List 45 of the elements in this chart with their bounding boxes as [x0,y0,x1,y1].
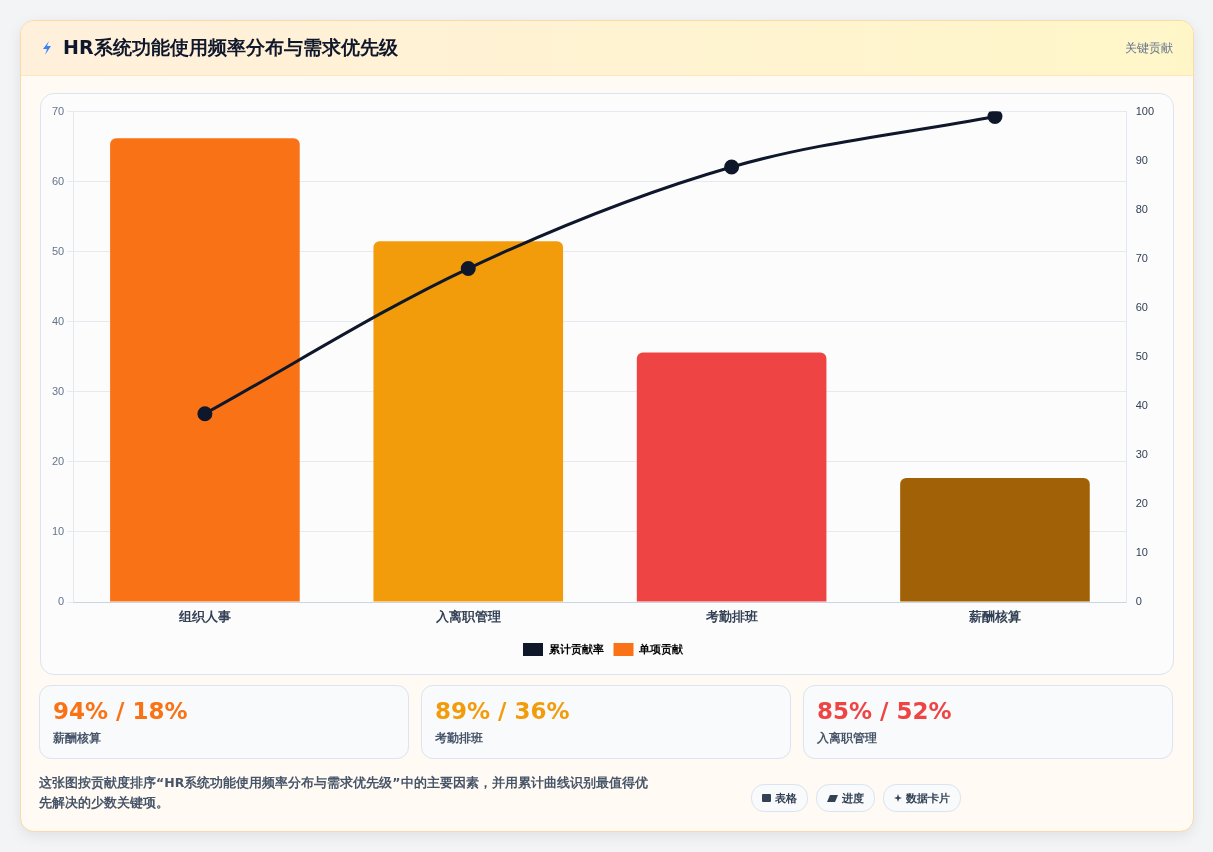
x-tick-label: 薪酬核算 [967,608,1021,624]
y2-tick-label: 30 [1135,447,1148,460]
bar [636,352,827,602]
y-tick-label: 30 [51,384,65,397]
y2-tick-label: 80 [1135,202,1148,215]
y2-tick-label: 60 [1135,300,1148,313]
y2-tick-label: 90 [1135,153,1148,166]
text: 进度 [842,790,864,806]
y2-tick-label: 70 [1135,251,1148,264]
y2-tick-label: 0 [1135,595,1142,608]
y2-tick-label: 50 [1135,349,1148,362]
legend-label: 累计贡献率 [547,642,604,656]
y-tick-label: 10 [51,524,65,537]
y-tick-label: 40 [51,314,65,327]
legend-label: 单项贡献 [638,642,684,656]
text: 数据卡片 [906,790,950,806]
text: 这张图按贡献度排序“HR系统功能使用频率分布与需求优先级”中的主要因素，并用累计曲线识别最值得优先解决的少数关键项。 [39,774,649,812]
text: 考勤排班 [435,730,483,747]
chart-title: HR系统功能使用频率分布与需求优先级 [63,35,398,60]
text: 85% / 52% [817,698,952,724]
y-tick-label: 60 [51,174,65,187]
y-tick-label: 70 [51,104,65,117]
y2-tick-label: 40 [1135,398,1148,411]
text: 入离职管理 [817,730,877,747]
point [460,261,476,277]
bar [900,478,1090,602]
text: 94% / 18% [53,698,188,724]
y-tick-label: 50 [51,244,65,257]
x-tick-label: 入离职管理 [434,608,501,624]
text: 薪酬核算 [53,730,101,747]
text: 关键贡献 [1125,40,1173,57]
bar [110,138,300,602]
x-tick-label: 考勤排班 [704,609,758,624]
y2-tick-label: 100 [1135,104,1155,117]
y-tick-label: 0 [58,595,65,608]
point [724,159,740,175]
y2-tick-label: 20 [1135,496,1148,509]
y-tick-label: 20 [51,454,65,467]
point [987,111,1003,124]
point [197,406,213,422]
text: 表格 [775,790,797,806]
text: 89% / 36% [435,698,570,724]
y2-tick-label: 10 [1135,545,1148,558]
bar [373,241,564,602]
x-tick-label: 组织人事 [177,609,231,624]
